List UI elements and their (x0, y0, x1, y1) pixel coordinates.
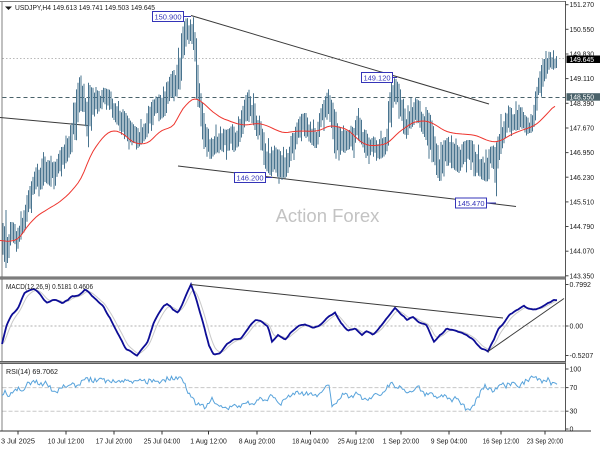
svg-text:RSI(14) 69.7062: RSI(14) 69.7062 (6, 369, 58, 376)
svg-text:30: 30 (570, 409, 578, 416)
svg-text:16 Sep 12:00: 16 Sep 12:00 (483, 439, 520, 446)
svg-text:0.7992: 0.7992 (570, 282, 592, 289)
svg-text:150.900: 150.900 (154, 12, 181, 21)
svg-text:23 Sep 20:00: 23 Sep 20:00 (527, 439, 564, 446)
svg-text:3 Jul 2025: 3 Jul 2025 (1, 439, 35, 446)
svg-text:Action Forex: Action Forex (276, 205, 381, 226)
svg-text:25 Aug 12:00: 25 Aug 12:00 (338, 439, 375, 446)
svg-text:17 Jul 20:00: 17 Jul 20:00 (96, 439, 133, 446)
svg-text:70: 70 (570, 385, 578, 392)
svg-text:18 Aug 04:00: 18 Aug 04:00 (292, 439, 329, 446)
svg-text:25 Jul 04:00: 25 Jul 04:00 (144, 439, 181, 446)
svg-text:1 Sep 20:00: 1 Sep 20:00 (383, 439, 420, 446)
svg-text:148.390: 148.390 (570, 101, 595, 108)
svg-text:100: 100 (570, 367, 582, 374)
svg-text:9 Sep 04:00: 9 Sep 04:00 (431, 439, 468, 446)
svg-text:148.550: 148.550 (570, 95, 595, 102)
svg-text:149.830: 149.830 (570, 52, 595, 59)
svg-text:-0.5207: -0.5207 (570, 353, 594, 360)
svg-text:10 Jul 12:00: 10 Jul 12:00 (48, 439, 85, 446)
svg-text:149.645: 149.645 (570, 57, 595, 64)
svg-text:144.790: 144.790 (570, 224, 595, 231)
svg-text:149.110: 149.110 (570, 76, 595, 83)
svg-text:146.950: 146.950 (570, 150, 595, 157)
svg-text:USDJPY,H4 149.613 149.741 149: USDJPY,H4 149.613 149.741 149.503 149.64… (15, 5, 155, 12)
svg-text:151.270: 151.270 (570, 2, 595, 9)
svg-text:147.670: 147.670 (570, 125, 595, 132)
svg-text:149.120: 149.120 (363, 73, 390, 82)
svg-text:143.350: 143.350 (570, 273, 595, 280)
svg-text:146.200: 146.200 (236, 173, 263, 182)
svg-text:145.510: 145.510 (570, 199, 595, 206)
svg-text:8 Aug 20:00: 8 Aug 20:00 (239, 439, 276, 446)
svg-text:150.550: 150.550 (570, 27, 595, 34)
svg-text:145.470: 145.470 (457, 199, 484, 208)
svg-text:146.230: 146.230 (570, 175, 595, 182)
svg-text:1 Aug 12:00: 1 Aug 12:00 (190, 439, 227, 446)
svg-text:MACD(12,26,9) 0.5181 0.4606: MACD(12,26,9) 0.5181 0.4606 (6, 284, 93, 291)
svg-text:0: 0 (570, 427, 574, 434)
svg-text:144.070: 144.070 (570, 249, 595, 256)
svg-text:0.00: 0.00 (570, 324, 584, 331)
